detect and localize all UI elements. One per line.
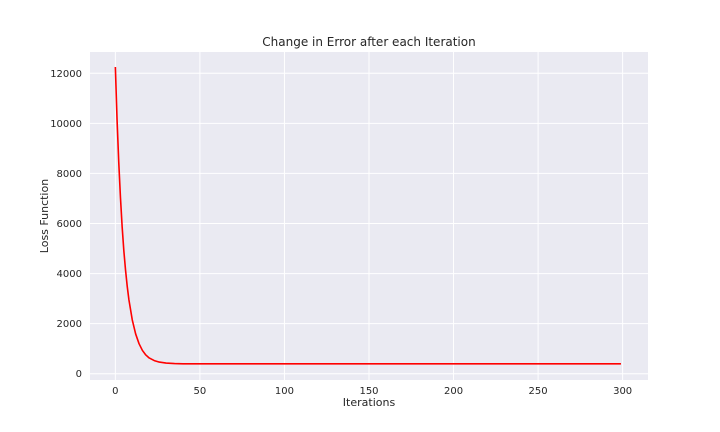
y-tick-label: 0 xyxy=(76,369,82,380)
x-tick-label: 100 xyxy=(275,386,294,397)
y-tick-label: 4000 xyxy=(57,269,82,280)
y-tick-label: 6000 xyxy=(57,219,82,230)
series-layer xyxy=(114,66,621,365)
x-axis-label: Iterations xyxy=(343,396,396,409)
y-tick-labels: 0 2000 4000 6000 8000 10000 12000 xyxy=(50,69,82,380)
grid-y xyxy=(90,72,648,375)
y-tick-label: 10000 xyxy=(50,119,82,130)
grid-x xyxy=(114,52,624,380)
x-tick-label: 300 xyxy=(613,386,632,397)
series-line xyxy=(114,66,621,365)
x-tick-label: 0 xyxy=(112,386,118,397)
x-tick-label: 150 xyxy=(359,386,378,397)
y-tick-label: 8000 xyxy=(57,169,82,180)
x-tick-label: 50 xyxy=(194,386,207,397)
x-tick-labels: 0 50 100 150 200 250 300 xyxy=(112,386,632,397)
y-axis-label: Loss Function xyxy=(38,179,51,253)
x-tick-label: 250 xyxy=(529,386,548,397)
chart-title: Change in Error after each Iteration xyxy=(262,35,475,49)
y-tick-label: 12000 xyxy=(50,69,82,80)
x-tick-label: 200 xyxy=(444,386,463,397)
y-tick-label: 2000 xyxy=(57,319,82,330)
